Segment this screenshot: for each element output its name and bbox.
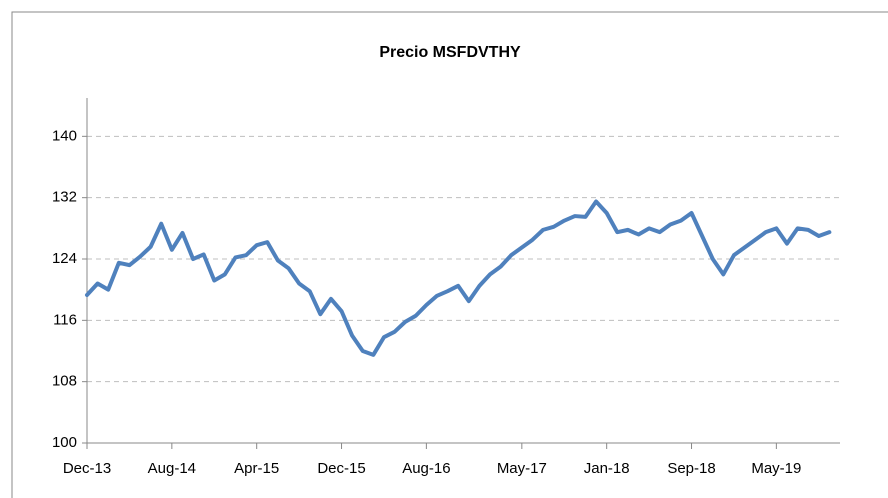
x-tick-label: Sep-18 xyxy=(667,460,715,477)
chart-title: Precio MSFDVTHY xyxy=(379,44,521,61)
y-tick-label: 124 xyxy=(52,250,77,267)
y-tick-label: 116 xyxy=(53,311,77,328)
chart-frame xyxy=(11,11,888,498)
y-tick-label: 140 xyxy=(52,127,77,144)
x-tick-label: Dec-15 xyxy=(317,460,365,477)
y-tick-label: 100 xyxy=(52,434,77,451)
x-tick-label: May-17 xyxy=(497,460,547,477)
x-tick-label: Dec-13 xyxy=(63,460,111,477)
y-tick-label: 132 xyxy=(52,189,77,206)
line-series xyxy=(85,199,832,357)
x-tick-label: Jan-18 xyxy=(584,460,630,477)
x-tick-label: Aug-16 xyxy=(402,460,450,477)
x-tick-label: Aug-14 xyxy=(148,460,196,477)
x-tick-label: May-19 xyxy=(751,460,801,477)
y-tick-label: 108 xyxy=(52,373,77,390)
x-tick-label: Apr-15 xyxy=(234,460,279,477)
